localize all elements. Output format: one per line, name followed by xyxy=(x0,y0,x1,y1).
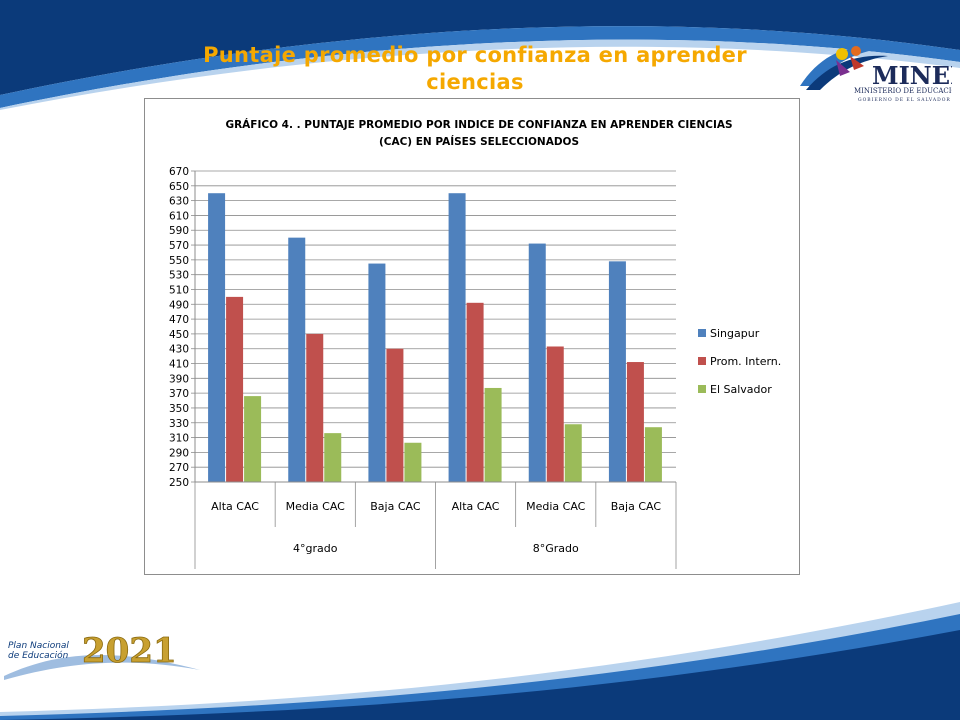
y-axis: 250 270 290 310 330 350 370 390 410 430 450 470 490 5… xyxy=(169,166,196,489)
bar-singapur xyxy=(368,263,386,482)
y-tick-label: 550 xyxy=(169,255,189,267)
y-tick-label: 630 xyxy=(169,196,189,208)
slide-title-line1: Puntaje promedio por confianza en aprend… xyxy=(203,43,747,67)
plan-line2: de Educación xyxy=(8,650,69,661)
legend-label: El Salvador xyxy=(710,383,772,396)
legend-label: Singapur xyxy=(710,327,760,340)
mined-logo: MINED MINISTERIO DE EDUCACIÓN GOBIERNO D… xyxy=(800,46,952,103)
y-tick-label: 510 xyxy=(169,284,189,296)
y-tick-label: 470 xyxy=(169,314,189,326)
y-tick-label: 310 xyxy=(169,433,189,445)
legend-swatch xyxy=(698,329,706,337)
x-category-label: Baja CAC xyxy=(611,500,662,513)
figure-head-icon xyxy=(836,48,848,60)
slide-title-line2: ciencias xyxy=(426,70,524,94)
figure-head-icon xyxy=(851,46,861,56)
mined-wordmark: MINED xyxy=(872,61,952,90)
bar-singapur xyxy=(288,237,306,482)
plan-year: 2021 xyxy=(82,631,177,671)
legend-swatch xyxy=(698,385,706,393)
bars xyxy=(208,193,662,482)
y-tick-label: 410 xyxy=(169,359,189,371)
bar-singapur xyxy=(448,193,466,482)
plan-2021-logo: Plan Nacional de Educación 2021 xyxy=(4,631,200,680)
y-tick-label: 290 xyxy=(169,447,189,459)
y-tick-label: 350 xyxy=(169,403,189,415)
y-tick-label: 250 xyxy=(169,477,189,489)
bar-singapur xyxy=(528,243,546,482)
y-tick-label: 330 xyxy=(169,418,189,430)
bar-el-salvador xyxy=(324,433,342,482)
bar-prom-intern xyxy=(226,296,244,482)
figure-body-icon xyxy=(836,60,850,76)
y-tick-label: 530 xyxy=(169,270,189,282)
x-group-label: 4°grado xyxy=(293,542,338,555)
bar-prom-intern xyxy=(306,333,324,482)
y-tick-label: 430 xyxy=(169,344,189,356)
bottom-banner xyxy=(0,602,960,720)
bar-prom-intern xyxy=(546,346,564,482)
x-group-label: 8°Grado xyxy=(533,542,579,555)
x-category-label: Alta CAC xyxy=(452,500,500,513)
chart-title-line2: (CAC) EN PAÍSES SELECCIONADOS xyxy=(379,135,579,148)
y-tick-label: 490 xyxy=(169,299,189,311)
bar-prom-intern xyxy=(386,348,404,482)
y-tick-label: 570 xyxy=(169,240,189,252)
x-category-label: Media CAC xyxy=(286,500,346,513)
y-tick-label: 650 xyxy=(169,181,189,193)
x-category-label: Alta CAC xyxy=(211,500,259,513)
legend-swatch xyxy=(698,357,706,365)
swoosh-icon xyxy=(4,654,200,680)
plan-line1: Plan Nacional xyxy=(8,641,69,651)
y-tick-label: 590 xyxy=(169,225,189,237)
y-tick-label: 670 xyxy=(169,166,189,178)
legend: Singapur Prom. Intern. El Salvador xyxy=(698,327,781,396)
y-tick-label: 270 xyxy=(169,462,189,474)
bar-el-salvador xyxy=(484,387,502,482)
bar-el-salvador xyxy=(244,396,262,482)
bar-singapur xyxy=(608,261,626,482)
y-tick-label: 370 xyxy=(169,388,189,400)
bar-el-salvador xyxy=(404,442,422,482)
bar-chart: GRÁFICO 4. . PUNTAJE PROMEDIO POR INDICE… xyxy=(169,118,781,569)
slide-title: Puntaje promedio por confianza en aprend… xyxy=(170,42,780,96)
y-tick-label: 610 xyxy=(169,210,189,222)
y-tick-label: 450 xyxy=(169,329,189,341)
bar-el-salvador xyxy=(644,427,662,482)
x-category-label: Media CAC xyxy=(526,500,586,513)
x-category-label: Baja CAC xyxy=(370,500,421,513)
mined-tagline: GOBIERNO DE EL SALVADOR xyxy=(858,97,951,103)
x-axis: Alta CAC Media CAC Baja CAC Alta CAC Media C… xyxy=(194,481,677,569)
bar-prom-intern xyxy=(626,362,644,482)
bar-prom-intern xyxy=(466,302,484,482)
figure-body-icon xyxy=(850,56,864,70)
y-tick-label: 390 xyxy=(169,373,189,385)
bar-el-salvador xyxy=(564,424,582,482)
top-banner xyxy=(0,0,960,110)
bar-singapur xyxy=(208,193,226,482)
gridlines xyxy=(195,170,676,483)
chart-frame: GRÁFICO 4. . PUNTAJE PROMEDIO POR INDICE… xyxy=(144,98,800,575)
legend-label: Prom. Intern. xyxy=(710,355,781,368)
mined-subtitle: MINISTERIO DE EDUCACIÓN xyxy=(854,86,952,95)
chart-title-line1: GRÁFICO 4. . PUNTAJE PROMEDIO POR INDICE… xyxy=(225,118,732,131)
